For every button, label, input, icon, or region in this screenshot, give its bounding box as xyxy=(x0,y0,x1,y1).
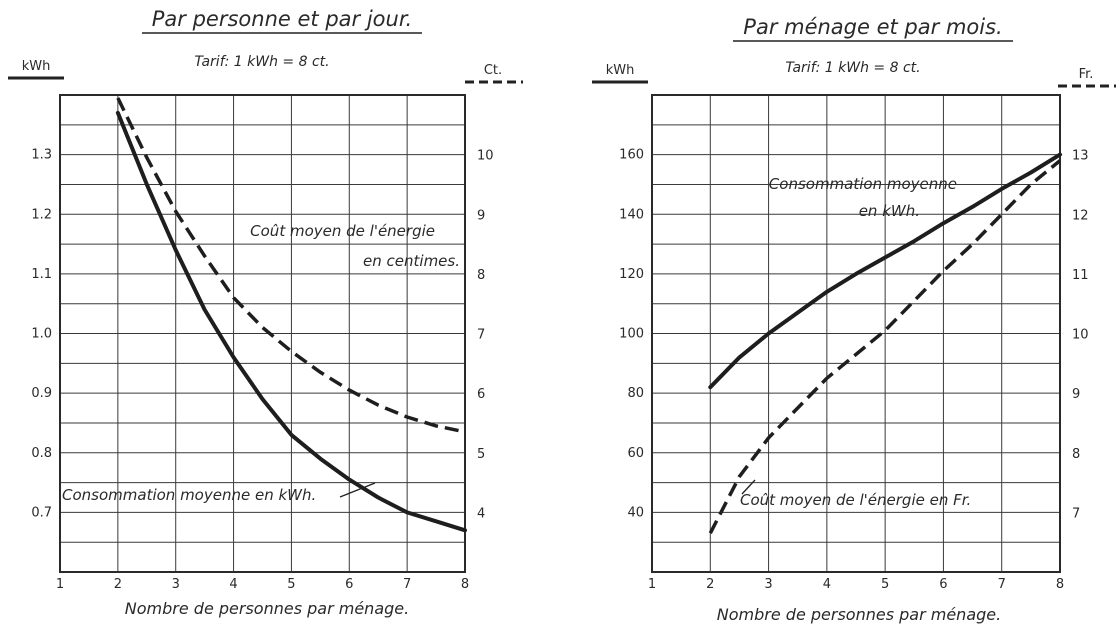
chart-title: Par ménage et par mois. xyxy=(743,15,1002,39)
y-tick-label: 60 xyxy=(627,446,644,461)
y-tick-label: 1.0 xyxy=(31,327,52,342)
y-tick-label: 80 xyxy=(627,386,644,401)
y2-tick-label: 11 xyxy=(1072,268,1089,283)
x-tick-label: 7 xyxy=(998,577,1006,592)
x-tick-label: 7 xyxy=(403,577,411,592)
y2-axis-label: Fr. xyxy=(1079,67,1094,82)
x-tick-label: 5 xyxy=(287,577,295,592)
y-tick-label: 40 xyxy=(627,505,644,520)
y-axis-label: kWh xyxy=(22,59,51,74)
y2-tick-label: 13 xyxy=(1072,149,1089,164)
y2-tick-label: 9 xyxy=(1072,387,1080,402)
x-tick-label: 2 xyxy=(706,577,714,592)
series-line-cost xyxy=(708,159,1062,535)
y-tick-label: 140 xyxy=(619,207,644,222)
y-axis-label: kWh xyxy=(606,63,635,78)
y2-tick-label: 10 xyxy=(1072,328,1089,343)
plot-frame xyxy=(59,94,466,573)
x-tick-label: 2 xyxy=(114,577,122,592)
y2-tick-label: 8 xyxy=(477,268,485,283)
x-tick-label: 1 xyxy=(648,577,656,592)
x-tick-label: 8 xyxy=(461,577,469,592)
y2-tick-label: 12 xyxy=(1072,208,1089,223)
x-tick-label: 3 xyxy=(764,577,772,592)
series-annotation: en kWh. xyxy=(859,202,920,220)
y-tick-label: 1.1 xyxy=(31,267,52,282)
x-tick-label: 6 xyxy=(939,577,947,592)
series-annotation: Consommation moyenne en kWh. xyxy=(62,486,316,504)
series-annotation: Coût moyen de l'énergie en Fr. xyxy=(740,491,971,509)
series-line-consumption xyxy=(115,110,467,533)
y2-tick-label: 9 xyxy=(477,208,485,223)
chart-subtitle: Tarif: 1 kWh = 8 ct. xyxy=(194,54,329,70)
y-tick-label: 0.8 xyxy=(31,446,52,461)
plot-frame xyxy=(651,94,1061,573)
y-tick-label: 100 xyxy=(619,327,644,342)
x-tick-label: 8 xyxy=(1056,577,1064,592)
x-axis-label: Nombre de personnes par ménage. xyxy=(717,605,1001,624)
x-tick-label: 6 xyxy=(345,577,353,592)
annotation-leader-line xyxy=(741,479,756,495)
y2-tick-label: 10 xyxy=(477,149,494,164)
y-tick-label: 1.2 xyxy=(31,207,52,222)
y2-tick-label: 8 xyxy=(1072,447,1080,462)
y2-tick-label: 7 xyxy=(1072,506,1080,521)
chart-panel-1: 0.7 0.8 0.9 1.0 1.1 1.2 1.3 4 5 6 7 8 9 10 1 2 3 4 5 6 7 8 Con… xyxy=(8,7,523,618)
y-tick-label: 1.3 xyxy=(31,148,52,163)
y-tick-label: 0.7 xyxy=(31,505,52,520)
series-annotation: Coût moyen de l'énergie xyxy=(250,222,435,240)
annotation-leader-line xyxy=(339,482,376,498)
y2-tick-label: 5 xyxy=(477,447,485,462)
series-line-consumption xyxy=(708,152,1062,390)
y-tick-label: 120 xyxy=(619,267,644,282)
x-tick-label: 4 xyxy=(823,577,831,592)
x-tick-label: 3 xyxy=(172,577,180,592)
x-tick-label: 5 xyxy=(881,577,889,592)
x-tick-label: 4 xyxy=(229,577,237,592)
chart-subtitle: Tarif: 1 kWh = 8 ct. xyxy=(785,60,920,76)
y2-tick-label: 4 xyxy=(477,506,485,521)
y2-tick-label: 7 xyxy=(477,328,485,343)
series-annotation: Consommation moyenne xyxy=(769,175,957,193)
y2-tick-label: 6 xyxy=(477,387,485,402)
x-tick-label: 1 xyxy=(56,577,64,592)
x-axis-label: Nombre de personnes par ménage. xyxy=(125,599,409,618)
y-tick-label: 0.9 xyxy=(31,386,52,401)
series-line-cost xyxy=(116,97,466,434)
y-tick-label: 160 xyxy=(619,148,644,163)
y2-axis-label: Ct. xyxy=(484,63,502,78)
chart-title: Par personne et par jour. xyxy=(152,7,412,31)
series-annotation: en centimes. xyxy=(363,252,460,270)
